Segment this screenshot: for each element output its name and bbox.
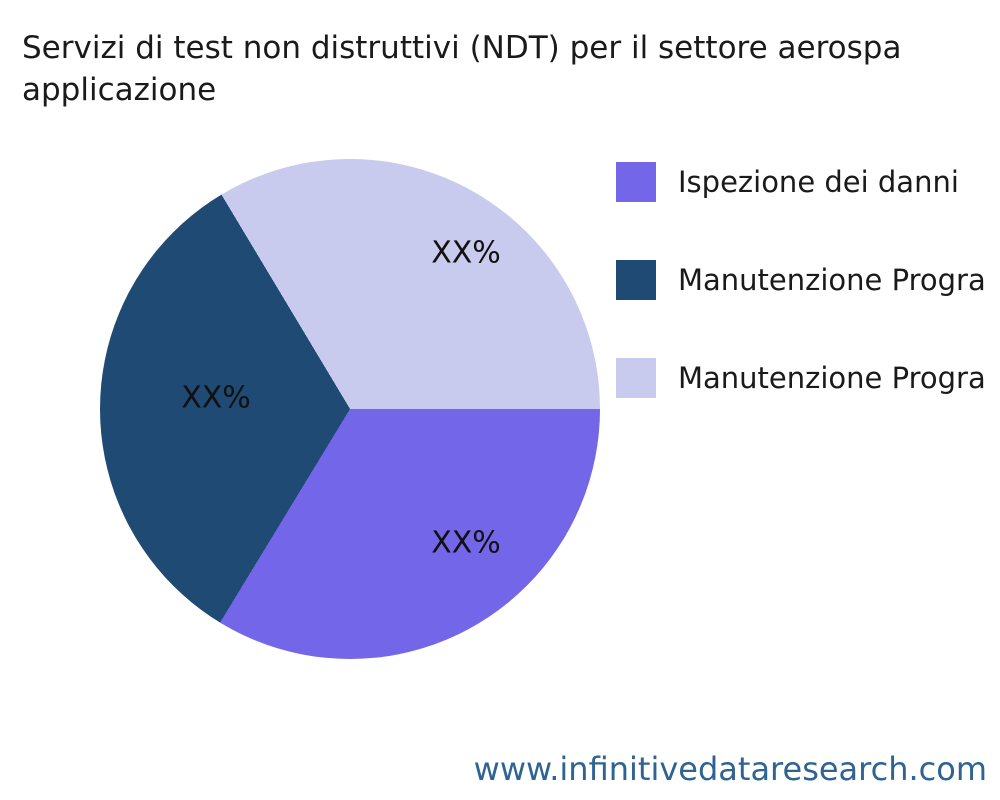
pie-slice-label-manutenzione-1: XX% [181, 380, 251, 416]
legend-label: Manutenzione Progra [678, 361, 986, 395]
legend-label: Ispezione dei danni [678, 165, 959, 199]
legend-swatch-manutenzione-1 [616, 260, 656, 300]
chart-title-line2: applicazione [22, 72, 217, 108]
pie-chart [100, 159, 600, 659]
legend-label: Manutenzione Progra [678, 263, 986, 297]
website-url: www.infinitivedataresearch.com [473, 750, 987, 788]
pie-slice-label-manutenzione-2: XX% [431, 235, 501, 271]
legend-swatch-ispezione [616, 162, 656, 202]
legend-swatch-manutenzione-2 [616, 358, 656, 398]
chart-title: Servizi di test non distruttivi (NDT) pe… [22, 27, 901, 111]
legend-item: Ispezione dei danni [616, 162, 986, 202]
chart-title-line1: Servizi di test non distruttivi (NDT) pe… [22, 30, 902, 66]
legend-item: Manutenzione Progra [616, 358, 986, 398]
pie-slice-label-ispezione: XX% [431, 525, 501, 561]
legend-item: Manutenzione Progra [616, 260, 986, 300]
legend: Ispezione dei danni Manutenzione Progra … [616, 162, 986, 456]
